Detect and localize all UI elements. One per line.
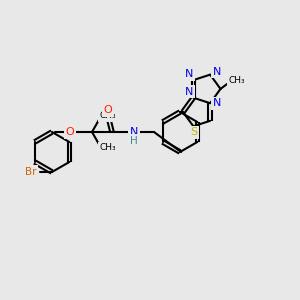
Text: N: N (213, 67, 221, 77)
Text: CH₃: CH₃ (100, 112, 116, 121)
Text: Br: Br (25, 167, 37, 177)
Text: N: N (185, 87, 194, 97)
Text: CH₃: CH₃ (100, 143, 116, 152)
Text: O: O (103, 105, 112, 115)
Text: N: N (185, 69, 194, 79)
Text: H: H (130, 136, 138, 146)
Text: S: S (190, 127, 197, 137)
Text: N: N (130, 127, 138, 137)
Text: N: N (213, 98, 221, 108)
Text: O: O (66, 127, 74, 137)
Text: CH₃: CH₃ (228, 76, 245, 85)
